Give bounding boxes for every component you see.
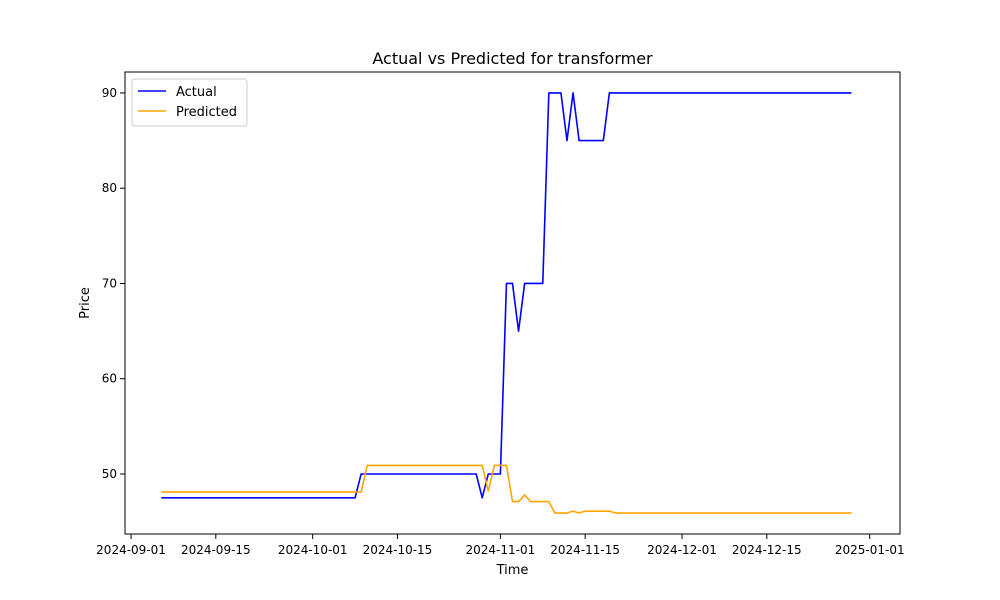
x-tick-label: 2024-11-15 — [550, 543, 620, 557]
x-tick-label: 2024-10-15 — [363, 543, 433, 557]
y-axis-label: Price — [78, 287, 93, 319]
x-tick-label: 2025-01-01 — [835, 543, 905, 557]
plot-frame — [124, 71, 901, 535]
plot-area — [161, 92, 852, 514]
x-axis-label: Time — [496, 563, 529, 578]
y-axis: 50 60 70 80 90 — [102, 86, 125, 481]
y-tick-label: 90 — [102, 86, 117, 100]
x-tick-label: 2024-11-01 — [466, 543, 536, 557]
x-tick-label: 2024-09-15 — [181, 543, 251, 557]
legend-label-actual: Actual — [176, 85, 217, 100]
legend: Actual Predicted — [131, 78, 248, 127]
y-tick-label: 70 — [102, 276, 117, 290]
chart-title: Actual vs Predicted for transformer — [372, 49, 653, 68]
series-line-actual — [161, 92, 852, 499]
x-tick-label: 2024-09-01 — [96, 543, 166, 557]
y-tick-label: 80 — [102, 181, 117, 195]
x-tick-label: 2024-10-01 — [278, 543, 348, 557]
legend-label-predicted: Predicted — [176, 105, 237, 120]
x-tick-label: 2024-12-01 — [647, 543, 717, 557]
y-tick-label: 50 — [102, 467, 117, 481]
x-tick-label: 2024-12-15 — [732, 543, 802, 557]
series-line-predicted — [161, 464, 852, 514]
y-tick-label: 60 — [102, 372, 117, 386]
x-axis: 2024-09-01 2024-09-15 2024-10-01 2024-10-15… — [96, 534, 905, 557]
